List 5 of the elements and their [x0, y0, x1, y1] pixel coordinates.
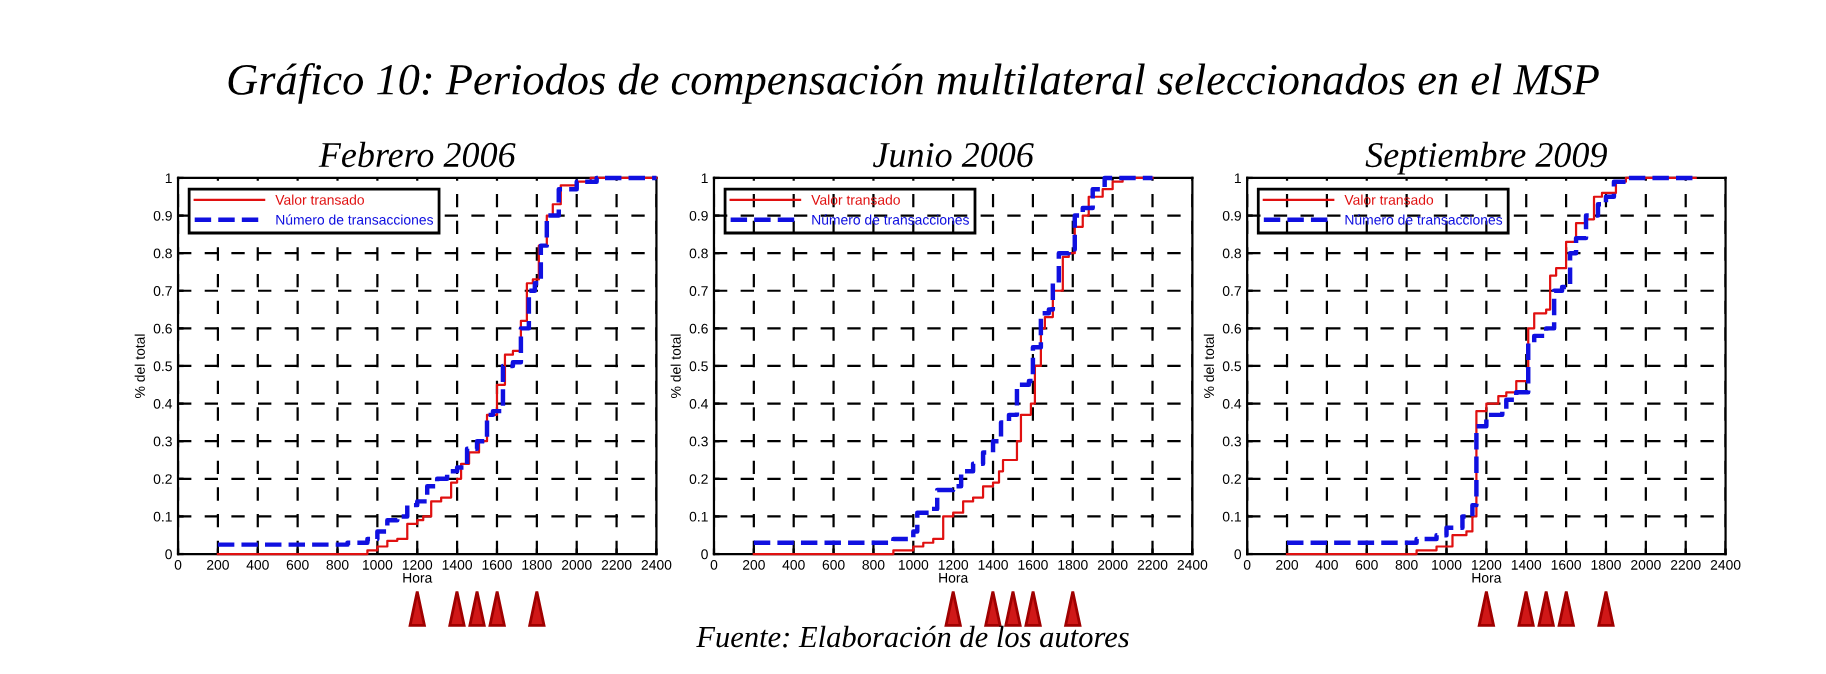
- chart-subtitle: Septiembre 2009: [1365, 141, 1607, 175]
- text: Gráfico 10: Periodos de compensación multilateral seleccionados en el MSP: [228, 63, 1599, 104]
- source-note: Fuente: Elaboración de los autores: [696, 625, 1129, 648]
- chart-subtitle: Febrero 2006: [318, 141, 516, 168]
- chart-subtitle: Junio 2006: [872, 142, 1034, 168]
